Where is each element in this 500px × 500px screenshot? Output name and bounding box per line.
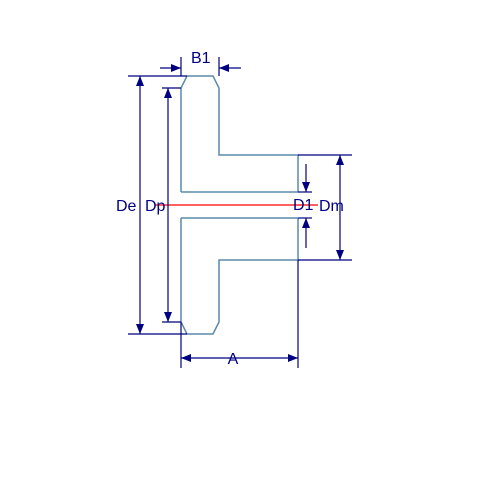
svg-text:Dp: Dp xyxy=(145,198,166,215)
svg-text:D1: D1 xyxy=(293,197,314,214)
svg-text:B1: B1 xyxy=(191,50,211,67)
svg-text:Dm: Dm xyxy=(319,198,344,215)
svg-text:A: A xyxy=(228,351,239,368)
sprocket-section-diagram: B1 De Dp D1 Dm A xyxy=(0,0,500,500)
svg-text:De: De xyxy=(116,198,137,215)
